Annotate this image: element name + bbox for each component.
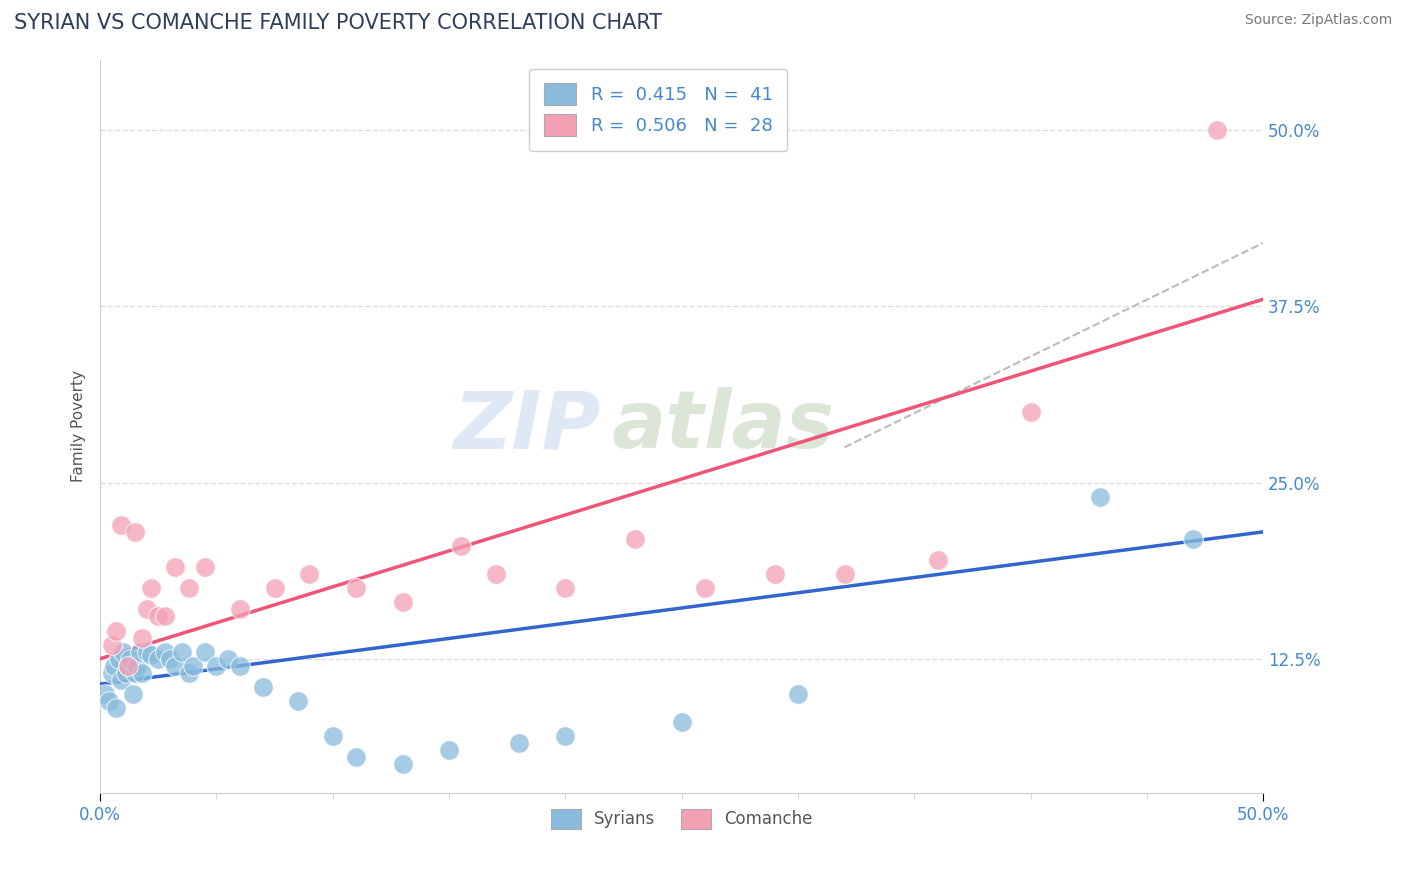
Point bbox=[322, 729, 344, 743]
Point bbox=[1090, 490, 1112, 504]
Text: ZIP: ZIP bbox=[453, 387, 600, 465]
Point bbox=[834, 567, 856, 582]
Text: atlas: atlas bbox=[612, 387, 835, 465]
Point bbox=[287, 694, 309, 708]
Point bbox=[148, 651, 170, 665]
Point bbox=[263, 581, 285, 595]
Point bbox=[1182, 532, 1205, 546]
Point bbox=[100, 638, 122, 652]
Point bbox=[437, 743, 460, 757]
Text: Source: ZipAtlas.com: Source: ZipAtlas.com bbox=[1244, 13, 1392, 28]
Point bbox=[763, 567, 786, 582]
Point bbox=[217, 651, 239, 665]
Point bbox=[1205, 123, 1227, 137]
Point bbox=[177, 665, 200, 680]
Point bbox=[1019, 405, 1042, 419]
Point bbox=[554, 729, 576, 743]
Point bbox=[787, 687, 810, 701]
Point bbox=[148, 609, 170, 624]
Point bbox=[163, 658, 186, 673]
Point bbox=[484, 567, 506, 582]
Legend: Syrians, Comanche: Syrians, Comanche bbox=[544, 802, 818, 836]
Point bbox=[141, 581, 163, 595]
Point bbox=[103, 658, 125, 673]
Point bbox=[100, 665, 122, 680]
Point bbox=[98, 694, 121, 708]
Y-axis label: Family Poverty: Family Poverty bbox=[72, 370, 86, 483]
Point bbox=[131, 631, 153, 645]
Point bbox=[127, 658, 149, 673]
Point bbox=[624, 532, 647, 546]
Point bbox=[94, 687, 117, 701]
Point bbox=[155, 609, 177, 624]
Point bbox=[194, 645, 217, 659]
Point bbox=[155, 645, 177, 659]
Point bbox=[298, 567, 321, 582]
Point bbox=[159, 651, 181, 665]
Point bbox=[163, 560, 186, 574]
Point bbox=[112, 645, 135, 659]
Point bbox=[508, 736, 530, 750]
Text: SYRIAN VS COMANCHE FAMILY POVERTY CORRELATION CHART: SYRIAN VS COMANCHE FAMILY POVERTY CORREL… bbox=[14, 13, 662, 33]
Point bbox=[170, 645, 193, 659]
Point bbox=[131, 665, 153, 680]
Point bbox=[124, 665, 146, 680]
Point bbox=[181, 658, 204, 673]
Point bbox=[110, 673, 132, 687]
Point bbox=[391, 757, 413, 772]
Point bbox=[128, 645, 150, 659]
Point bbox=[117, 658, 139, 673]
Point bbox=[135, 645, 157, 659]
Point bbox=[177, 581, 200, 595]
Point bbox=[252, 680, 274, 694]
Point bbox=[228, 602, 250, 616]
Point bbox=[671, 715, 693, 730]
Point bbox=[105, 701, 128, 715]
Point bbox=[107, 651, 129, 665]
Point bbox=[117, 658, 139, 673]
Point bbox=[927, 553, 949, 567]
Point bbox=[105, 624, 128, 638]
Point bbox=[344, 750, 367, 764]
Point bbox=[450, 539, 472, 553]
Point bbox=[120, 651, 142, 665]
Point bbox=[554, 581, 576, 595]
Point bbox=[194, 560, 217, 574]
Point bbox=[693, 581, 716, 595]
Point bbox=[110, 517, 132, 532]
Point bbox=[135, 602, 157, 616]
Point bbox=[121, 687, 143, 701]
Point bbox=[141, 648, 163, 662]
Point bbox=[228, 658, 250, 673]
Point bbox=[344, 581, 367, 595]
Point bbox=[114, 665, 136, 680]
Point bbox=[205, 658, 228, 673]
Point bbox=[124, 524, 146, 539]
Point bbox=[391, 595, 413, 609]
